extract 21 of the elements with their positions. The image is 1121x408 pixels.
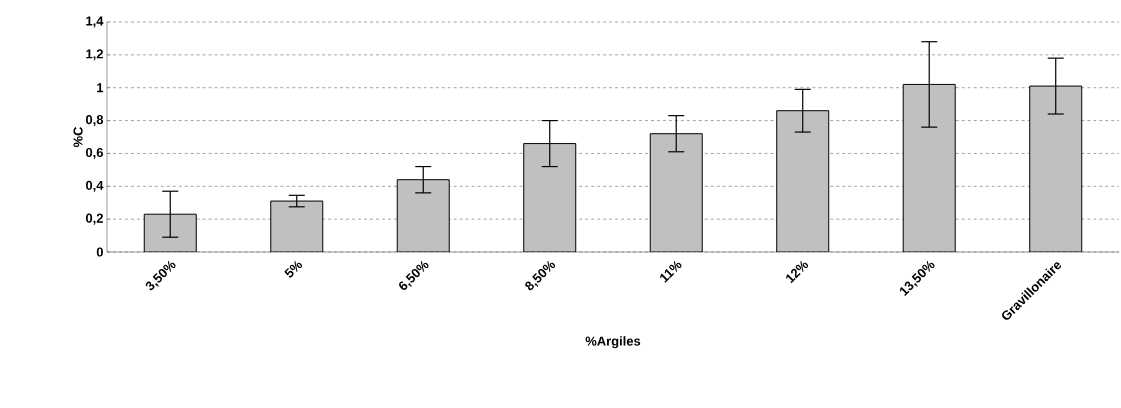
bar xyxy=(1029,85,1083,252)
y-tick-label: 0,6 xyxy=(86,147,104,159)
y-tick-label: 0,8 xyxy=(86,115,104,127)
y-tick-label: 1,2 xyxy=(86,49,103,61)
y-tick-label: 1 xyxy=(97,83,104,93)
bar xyxy=(523,143,577,252)
y-tick-label: 0,2 xyxy=(86,213,103,225)
bar xyxy=(776,110,830,252)
y-tick-label: 0 xyxy=(96,247,103,257)
y-axis-title: %C xyxy=(73,126,83,148)
y-tick-label: 1,4 xyxy=(86,16,104,28)
bar xyxy=(270,200,324,252)
x-tick-label: 12% xyxy=(786,260,809,284)
bar xyxy=(143,213,197,252)
bar xyxy=(396,179,450,252)
bar xyxy=(649,133,703,252)
bar xyxy=(902,83,956,252)
x-tick-label: 11% xyxy=(660,260,682,283)
x-tick-label: 5% xyxy=(284,260,303,278)
x-axis-title: %Argiles xyxy=(585,336,641,349)
y-tick-label: 0,4 xyxy=(86,180,104,192)
